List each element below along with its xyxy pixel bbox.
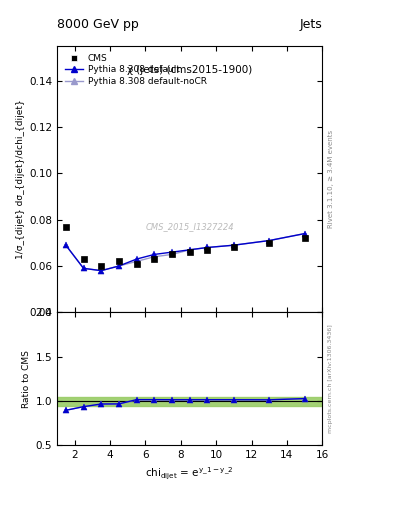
Text: mcplots.cern.ch [arXiv:1306.3436]: mcplots.cern.ch [arXiv:1306.3436] <box>328 325 332 433</box>
Y-axis label: 1/σ_{dijet} dσ_{dijet}/dchi_{dijet}: 1/σ_{dijet} dσ_{dijet}/dchi_{dijet} <box>16 99 25 259</box>
Text: Rivet 3.1.10, ≥ 3.4M events: Rivet 3.1.10, ≥ 3.4M events <box>328 130 334 228</box>
Bar <box>57 397 322 406</box>
Text: Jets: Jets <box>299 18 322 31</box>
Text: χ (jets) (cms2015-1900): χ (jets) (cms2015-1900) <box>127 65 252 75</box>
Text: CMS_2015_I1327224: CMS_2015_I1327224 <box>145 223 234 231</box>
Text: 8000 GeV pp: 8000 GeV pp <box>57 18 139 31</box>
Legend: CMS, Pythia 8.308 default, Pythia 8.308 default-noCR: CMS, Pythia 8.308 default, Pythia 8.308 … <box>61 51 210 89</box>
X-axis label: chi$_\mathregular{dijet}$ = e$^\mathregular{y\_1-y\_2}$: chi$_\mathregular{dijet}$ = e$^\mathregu… <box>145 466 234 482</box>
Y-axis label: Ratio to CMS: Ratio to CMS <box>22 350 31 408</box>
